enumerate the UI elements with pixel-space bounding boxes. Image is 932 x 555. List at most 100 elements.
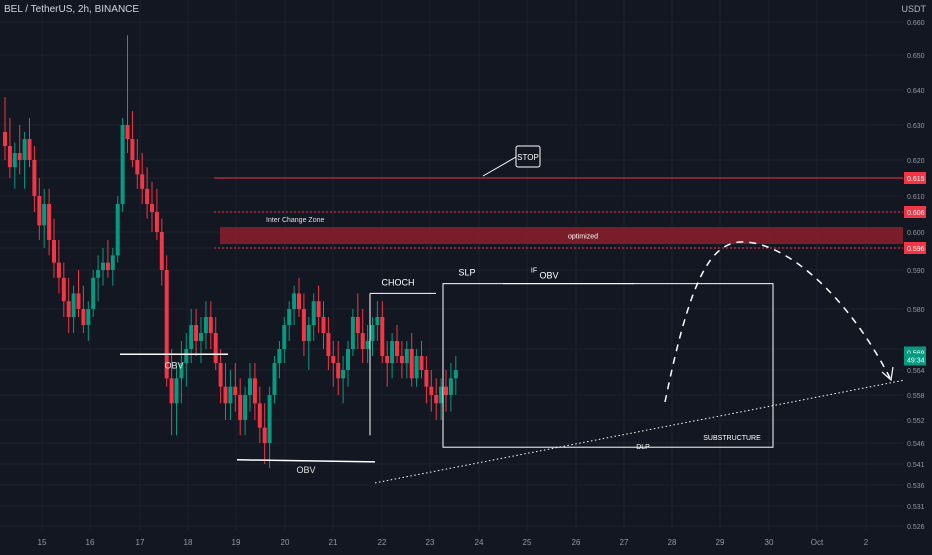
candle-body [174, 378, 179, 404]
candle-body [282, 325, 287, 349]
candle-body [56, 262, 61, 278]
y-tick-label: 0.630 [907, 123, 925, 130]
candle-body [395, 341, 399, 356]
x-tick-label: 22 [378, 538, 387, 547]
x-tick-label: 17 [136, 538, 145, 547]
substructure-box [442, 283, 774, 448]
if-label: IF [531, 268, 537, 275]
candle-body [336, 363, 341, 379]
y-tick-label: 0.620 [907, 158, 925, 165]
symbol-title: BEL / TetherUS, 2h, BINANCE [4, 4, 140, 15]
price-tag-label: 0.606 [907, 210, 925, 217]
price-tag-label: 0.596 [907, 246, 925, 253]
candle-body [52, 240, 56, 263]
candle-body [429, 386, 434, 395]
candle-body [199, 333, 203, 341]
x-tick-label: 29 [716, 538, 725, 547]
price-tag [904, 206, 926, 218]
price-tag [904, 172, 926, 184]
optimized-label: optimized [568, 234, 598, 241]
candle-body [439, 386, 444, 404]
x-tick-label: 19 [232, 538, 241, 547]
x-tick-label: Oct [811, 538, 824, 547]
x-tick-label: 16 [86, 538, 95, 547]
price-tag-label: 49:34 [907, 358, 925, 365]
candle-body [248, 378, 252, 395]
candle-body [96, 270, 101, 278]
candle-body [287, 309, 292, 325]
y-tick-label: 0.546 [907, 441, 925, 448]
candle-body [120, 125, 125, 204]
candle-body [306, 325, 311, 341]
y-tick-label: 0.610 [907, 194, 925, 201]
x-tick-label: 18 [184, 538, 193, 547]
candle-body [331, 356, 336, 363]
candle-body [365, 341, 370, 349]
candle-body [47, 204, 52, 240]
candle-body [179, 363, 184, 379]
candle-body [385, 356, 390, 363]
candle-body [17, 153, 22, 160]
candle-body [424, 370, 429, 387]
candle-body [243, 395, 248, 420]
candle-body [71, 293, 76, 317]
candle-body [12, 153, 17, 168]
candle-body [101, 262, 105, 270]
candle-body [409, 349, 414, 379]
y-tick-label: 0.580 [907, 307, 925, 314]
candle-body [292, 293, 297, 309]
inter-change-zone-label: Inter Change Zone [266, 217, 324, 224]
candle-body [76, 293, 81, 309]
currency-label: USDT [901, 4, 927, 14]
optimized-zone [220, 227, 903, 244]
candle-body [125, 125, 130, 139]
candle-body [404, 349, 409, 363]
candle-body [414, 356, 419, 379]
choch-label: CHOCH [382, 277, 415, 287]
candle-body [164, 270, 169, 379]
stop-pointer [482, 156, 517, 177]
candle-body [399, 356, 404, 363]
obv-left-label: OBV [164, 360, 183, 370]
y-tick-label: 0.564 [907, 368, 925, 375]
dlp-label: DLP [636, 444, 650, 451]
candle-body [326, 333, 331, 356]
y-tick-label: 0.600 [907, 230, 925, 237]
candle-body [375, 317, 380, 325]
candle-body [316, 301, 321, 317]
candle-body [81, 309, 86, 325]
candle-body [350, 317, 355, 349]
x-tick-label: 23 [426, 538, 435, 547]
candle-body [169, 378, 174, 404]
candle-body [159, 232, 164, 270]
candle-body [228, 386, 233, 404]
price-tag [904, 242, 926, 254]
candle-body [355, 317, 360, 333]
candle-body [301, 309, 306, 341]
x-tick-label: 24 [475, 538, 484, 547]
candle-body [448, 378, 453, 395]
x-tick-label: 21 [329, 538, 338, 547]
candle-body [184, 349, 189, 363]
stop-label: STOP [517, 153, 539, 162]
candle-body [154, 212, 159, 232]
price-axis-bg [903, 0, 932, 550]
candle-body [370, 325, 375, 341]
y-tick-label: 0.541 [907, 462, 925, 469]
y-tick-label: 0.660 [907, 20, 925, 27]
candle-body [61, 277, 66, 302]
candle-body [262, 427, 267, 443]
candle-body [3, 132, 7, 146]
candle-body [32, 160, 37, 196]
candle-body [66, 301, 71, 317]
candle-body [110, 255, 115, 270]
candle-body [434, 395, 439, 404]
candle-body [42, 204, 47, 226]
candle-body [257, 403, 262, 428]
candle-body [189, 325, 194, 349]
candle-body [7, 146, 12, 168]
candle-body [233, 386, 238, 395]
y-tick-label: 0.558 [907, 393, 925, 400]
